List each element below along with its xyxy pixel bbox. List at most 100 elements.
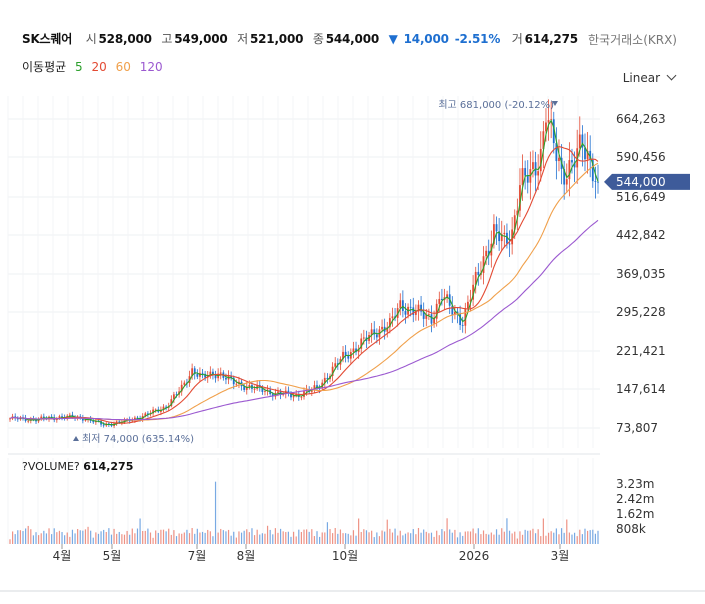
volume-bar xyxy=(451,532,453,544)
volume-bar xyxy=(74,533,76,544)
volume-bar xyxy=(508,530,511,544)
volume-bar xyxy=(9,539,11,544)
volume-bar xyxy=(501,528,503,544)
ma-5-legend[interactable]: 5 xyxy=(75,60,83,74)
scale-dropdown[interactable]: Linear xyxy=(622,70,677,85)
volume-bar xyxy=(269,529,271,544)
ma-20-legend[interactable]: 20 xyxy=(91,60,107,74)
candle-body xyxy=(173,394,175,400)
candle-body xyxy=(420,304,422,312)
volume-bar xyxy=(358,518,360,544)
volume-bar xyxy=(516,538,518,544)
volume-title: ?VOLUME? xyxy=(22,460,80,473)
candle-body xyxy=(524,168,527,176)
candle-body xyxy=(422,311,425,319)
volume-bar xyxy=(35,532,37,544)
volume-bar xyxy=(594,533,596,544)
volume-bar xyxy=(311,529,313,544)
volume-bar xyxy=(430,532,433,544)
candle-body xyxy=(256,384,259,389)
price-tick-label: 516,649 xyxy=(616,190,666,204)
candle-body xyxy=(219,372,222,374)
volume-bar xyxy=(462,535,464,544)
close-label: 종 xyxy=(312,32,324,46)
candle-body xyxy=(68,414,71,416)
volume-bar xyxy=(225,531,227,544)
volume-bar xyxy=(412,529,414,544)
candle-body xyxy=(175,394,178,396)
volume-bar xyxy=(136,528,139,544)
volume-bar xyxy=(222,530,224,544)
candle-body xyxy=(417,304,420,312)
volume-bar xyxy=(547,532,550,544)
volume-bar xyxy=(92,537,94,544)
volume-bar xyxy=(597,530,599,544)
volume-bar xyxy=(389,528,391,544)
volume-bar xyxy=(399,530,401,544)
volume-bar xyxy=(423,529,425,544)
volume-bar xyxy=(292,531,295,544)
candle-body xyxy=(191,368,194,377)
volume-bar xyxy=(339,529,342,544)
time-axis: 4월 5월 7월 8월 10월 2026 3월 xyxy=(53,544,569,563)
volume-bar xyxy=(246,529,248,544)
candle-body xyxy=(362,337,365,339)
candle-body xyxy=(50,416,53,418)
candle-body xyxy=(597,181,599,183)
volume-bar xyxy=(503,531,505,544)
volume-bar xyxy=(168,528,170,544)
scale-dropdown-label: Linear xyxy=(622,71,660,85)
volume-bar xyxy=(373,537,375,544)
candle-body xyxy=(92,420,95,423)
candle-body xyxy=(84,419,87,421)
volume-bar xyxy=(79,530,81,544)
candle-body xyxy=(503,232,506,235)
candle-body xyxy=(144,413,147,416)
volume-bar xyxy=(121,534,123,544)
volume-bar xyxy=(371,530,373,544)
volume-bar xyxy=(555,528,557,544)
candle-body xyxy=(539,148,542,172)
volume-bar xyxy=(238,531,240,544)
candle-body xyxy=(388,318,391,328)
volume-bar xyxy=(188,533,191,544)
volume-bar xyxy=(488,534,490,544)
volume-bar xyxy=(30,529,32,544)
candle-body xyxy=(386,327,389,332)
volume-bar xyxy=(433,536,435,544)
volume-bar xyxy=(436,530,438,544)
volume-bar xyxy=(467,531,469,544)
volume-bar xyxy=(443,531,446,544)
volume-bar xyxy=(248,532,250,544)
candle-body xyxy=(360,338,363,349)
moving-average-lines xyxy=(9,119,599,426)
volume-bar xyxy=(126,530,128,544)
volume-bar xyxy=(152,537,154,544)
ma-120-legend[interactable]: 120 xyxy=(139,60,163,74)
candle-body xyxy=(342,351,344,359)
volume-bar xyxy=(162,529,165,544)
candle-body xyxy=(230,375,233,378)
candle-body xyxy=(511,229,514,245)
volume-panel-title: ?VOLUME? 614,275 xyxy=(22,460,133,473)
volume-bar xyxy=(524,529,526,544)
candle-body xyxy=(370,329,373,336)
volume-bar xyxy=(449,529,451,544)
ma-60-legend[interactable]: 60 xyxy=(115,60,131,74)
max-marker-icon xyxy=(552,101,558,106)
candle-body xyxy=(404,311,407,315)
candle-body xyxy=(459,314,462,325)
candle-body xyxy=(485,250,488,257)
volume-bar xyxy=(498,534,500,544)
ma-20-line xyxy=(9,146,599,424)
volume-bar xyxy=(100,531,102,544)
volume-bar xyxy=(110,534,113,544)
volume-bar xyxy=(493,534,495,544)
time-tick-label: 8월 xyxy=(237,549,256,563)
candle-body xyxy=(165,406,168,408)
volume-value: 614,275 xyxy=(524,32,578,46)
candle-body xyxy=(107,423,110,425)
volume-bar xyxy=(438,535,440,544)
